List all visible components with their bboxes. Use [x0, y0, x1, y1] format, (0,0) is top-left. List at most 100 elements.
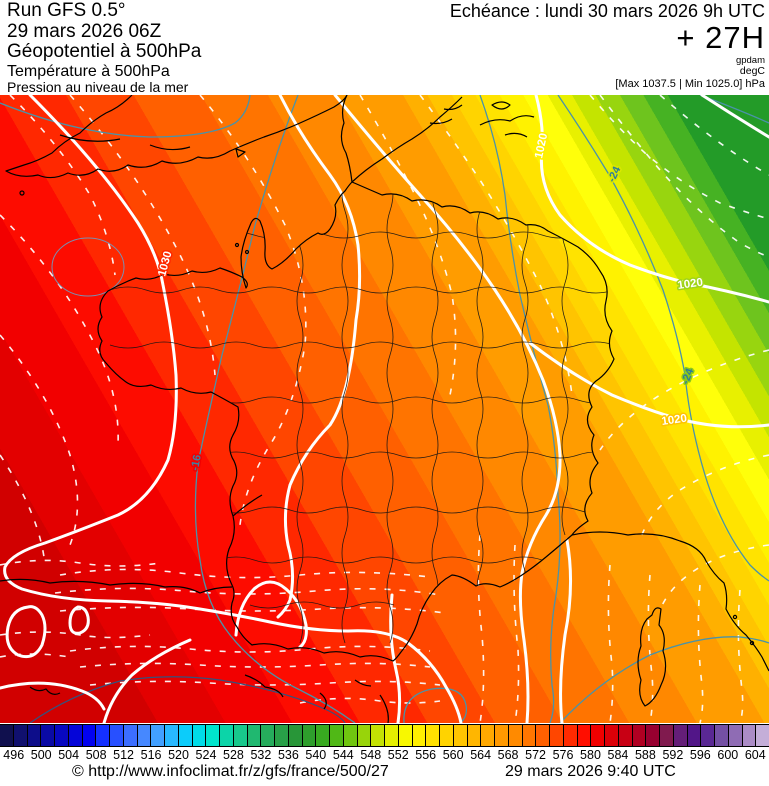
color-scale-cell: [26, 725, 41, 746]
pressure-range: [Max 1037.5 | Min 1025.0] hPa: [615, 77, 765, 90]
forecast-offset: + 27H: [676, 20, 765, 55]
color-scale-cell: [287, 725, 302, 746]
color-scale-cell: [177, 725, 192, 746]
color-scale-cells: [0, 724, 769, 747]
color-scale-tick: 496: [3, 748, 25, 762]
color-scale-cell: [686, 725, 701, 746]
color-scale-tick: 568: [497, 748, 519, 762]
color-scale-tick: 520: [168, 748, 189, 762]
color-scale-cell: [562, 725, 577, 746]
color-scale-cell: [342, 725, 357, 746]
field-pressure: Pression au niveau de la mer: [7, 78, 189, 95]
color-scale-cell: [40, 725, 54, 746]
isobar-solid-lines: [0, 95, 769, 723]
color-scale-cell: [232, 725, 247, 746]
color-scale-cell: [741, 725, 756, 746]
isotherm-label-minus16: -16: [189, 454, 204, 472]
color-scale-cell: [604, 725, 618, 746]
color-scale-cell: [260, 725, 274, 746]
weather-map: 1030 1020 1020 1020 -16 -24 -24: [0, 95, 769, 723]
color-scale-tick: 528: [223, 748, 244, 762]
forecast-info: Echéance : lundi 30 mars 2026 9h UTC + 2…: [450, 1, 765, 91]
color-scale-cell: [136, 725, 151, 746]
color-scale-cell: [12, 725, 27, 746]
color-scale-tick: 564: [470, 748, 492, 762]
color-scale-cell: [164, 725, 178, 746]
color-scale-cell: [205, 725, 219, 746]
model-info: Run GFS 0.5° 29 mars 2026 06Z Géopotenti…: [7, 0, 202, 95]
color-scale-cell: [370, 725, 384, 746]
header: Run GFS 0.5° 29 mars 2026 06Z Géopotenti…: [0, 0, 769, 95]
color-scale-cell: [507, 725, 522, 746]
color-scale-tick: 524: [195, 748, 217, 762]
color-scale-tick: 552: [387, 748, 409, 762]
color-scale-tick: 560: [442, 748, 464, 762]
color-scale-cell: [590, 725, 604, 746]
unit-temperature: degC: [739, 65, 765, 78]
echeance: Echéance : lundi 30 mars 2026 9h UTC: [449, 1, 765, 21]
isobar-label-1020-b: 1020: [677, 277, 704, 292]
model-run: Run GFS 0.5°: [7, 0, 126, 21]
color-scale-cell: [617, 725, 632, 746]
color-scale-cell: [521, 725, 536, 746]
color-scale-cell: [191, 725, 206, 746]
color-scale-cell: [631, 725, 646, 746]
color-scale-tick: 588: [634, 748, 656, 762]
footer: © http://www.infoclimat.fr/z/gfs/france/…: [0, 761, 769, 786]
color-scale-tick: 596: [689, 748, 711, 762]
color-scale-tick: 540: [305, 748, 327, 762]
color-scale-cell: [411, 725, 426, 746]
coastlines: [0, 95, 769, 723]
color-scale-tick: 600: [717, 748, 739, 762]
color-scale-cell: [727, 725, 742, 746]
color-scale-cell: [0, 725, 13, 746]
color-scale-tick: 592: [662, 748, 684, 762]
copyright-url: © http://www.infoclimat.fr/z/gfs/france/…: [72, 763, 389, 780]
color-scale-cell: [301, 725, 316, 746]
color-scale-tick: 576: [552, 748, 574, 762]
color-scale-cell: [549, 725, 563, 746]
color-scale-cell: [439, 725, 453, 746]
color-scale-cell: [246, 725, 261, 746]
color-scale-cell: [494, 725, 508, 746]
color-scale-cell: [576, 725, 591, 746]
generation-datetime: 29 mars 2026 9:40 UTC: [505, 763, 676, 780]
contour-labels: 1030 1020 1020 1020 -16 -24 -24: [155, 131, 705, 473]
color-scale-tick: 508: [85, 748, 107, 762]
color-scale-tick: 556: [415, 748, 437, 762]
color-scale-cell: [535, 725, 549, 746]
color-scale-cell: [672, 725, 687, 746]
field-geopotential: Géopotentiel à 500hPa: [7, 41, 202, 63]
color-scale-tick: 532: [250, 748, 272, 762]
geopotential-fill: [0, 95, 769, 723]
color-scale-cell: [54, 725, 68, 746]
color-scale-cell: [425, 725, 439, 746]
unit-geopotential: gpdam: [735, 55, 765, 66]
color-scale-cell: [645, 725, 659, 746]
color-scale-cell: [315, 725, 329, 746]
color-scale-cell: [452, 725, 467, 746]
color-scale-tick: 572: [525, 748, 546, 762]
color-scale-tick: 536: [277, 748, 299, 762]
color-scale-cell: [67, 725, 82, 746]
color-scale-cell: [384, 725, 398, 746]
color-scale-cell: [480, 725, 494, 746]
color-scale-cell: [700, 725, 714, 746]
color-scale-cell: [329, 725, 343, 746]
color-scale-cell: [81, 725, 96, 746]
isobar-label-1020-c: 1020: [661, 413, 688, 428]
map-canvas: 1030 1020 1020 1020 -16 -24 -24: [0, 95, 769, 723]
color-scale-tick: 512: [113, 748, 135, 762]
color-scale-tick: 516: [140, 748, 162, 762]
color-scale-cell: [397, 725, 412, 746]
temperature-contours: [0, 95, 769, 723]
color-scale-cell: [95, 725, 109, 746]
color-scale-tick: 544: [332, 748, 354, 762]
color-scale-cell: [122, 725, 137, 746]
color-scale-tick: 604: [744, 748, 766, 762]
run-date: 29 mars 2026 06Z: [7, 20, 162, 42]
color-scale-cell: [659, 725, 673, 746]
color-scale-cell: [150, 725, 164, 746]
color-scale-tick: 584: [607, 748, 629, 762]
